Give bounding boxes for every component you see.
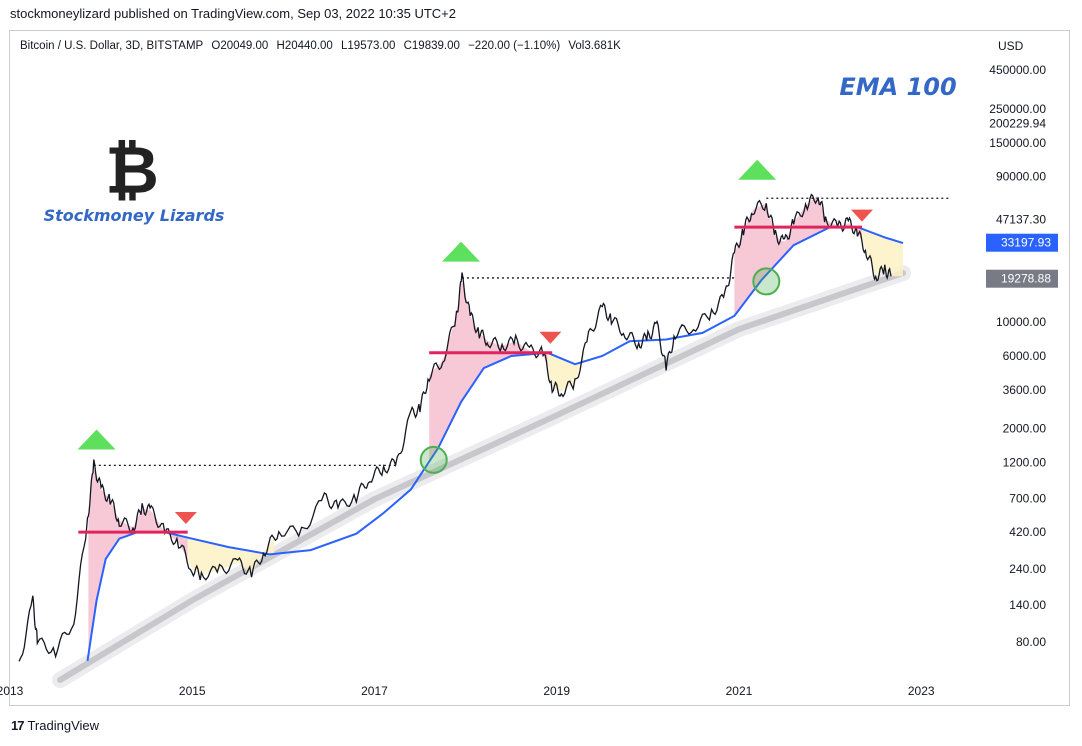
x-tick-label-0: 2013: [0, 684, 24, 698]
symbol-legend: Bitcoin / U.S. Dollar, 3D, BITSTAMP O200…: [20, 40, 626, 52]
price-tag-bg-0: [986, 233, 1058, 252]
legend-open: O20049.00: [211, 40, 269, 52]
footer-brand-text: TradingView: [27, 718, 100, 733]
ema-touch-circle-13: [752, 267, 781, 296]
y-tick-label-7: 6000.00: [1003, 349, 1047, 363]
y-tick-label-15: 80.00: [1016, 635, 1046, 649]
chart-frame: [9, 30, 1070, 706]
y-tick-label-0: 450000.00: [989, 63, 1046, 77]
btc-price-line: [18, 193, 892, 662]
x-tick-label-5: 2023: [908, 684, 935, 698]
legend-change: −220.00 (−1.10%): [468, 40, 561, 52]
y-tick-label-12: 420.00: [1009, 525, 1046, 539]
peak-up-arrow-icon-6: [77, 429, 116, 450]
footer-branding: 17 TradingView: [11, 718, 99, 733]
legend-low: L19573.00: [341, 40, 396, 52]
y-tick-label-14: 140.00: [1009, 598, 1046, 612]
tradingview-logo-icon: 17: [11, 718, 25, 733]
top-zone-fill-0: [88, 469, 188, 655]
ema-touch-circle-12: [419, 445, 448, 474]
bottom-zone-fill-3: [547, 352, 585, 392]
publisher-line: stockmoneylizard published on TradingVie…: [10, 6, 456, 21]
y-tick-label-10: 1200.00: [1003, 456, 1047, 470]
breakdown-down-arrow-icon-10: [539, 331, 562, 344]
legend-high: H20440.00: [276, 40, 333, 52]
y-tick-label-2: 200229.94: [989, 117, 1046, 131]
support-band-line: [57, 270, 906, 683]
top-zone-fill-2: [429, 279, 548, 462]
y-tick-label-1: 250000.00: [989, 102, 1046, 116]
breakdown-down-arrow-icon-11: [850, 209, 873, 222]
y-tick-label-9: 2000.00: [1003, 422, 1047, 436]
brand-label: Stockmoney Lizards: [44, 206, 225, 225]
price-tag-label-1: 19278.88: [1001, 272, 1051, 286]
price-tag-label-0: 33197.93: [1001, 236, 1051, 250]
x-tick-label-3: 2019: [543, 684, 570, 698]
peak-up-arrow-icon-8: [738, 159, 777, 180]
bottom-zone-fill-1: [187, 537, 275, 575]
x-tick-label-4: 2021: [726, 684, 753, 698]
legend-close: C19839.00: [403, 40, 460, 52]
y-tick-label-5: 47137.30: [996, 213, 1046, 227]
y-tick-label-3: 150000.00: [989, 136, 1046, 150]
x-tick-label-1: 2015: [179, 684, 206, 698]
price-tag-bg-1: [986, 269, 1058, 288]
y-tick-label-6: 10000.00: [996, 315, 1046, 329]
y-tick-label-4: 90000.00: [996, 170, 1046, 184]
y-tick-label-13: 240.00: [1009, 562, 1046, 576]
breakdown-down-arrow-icon-9: [174, 511, 197, 524]
x-tick-label-2: 2017: [361, 684, 388, 698]
y-tick-label-8: 3600.00: [1003, 383, 1047, 397]
support-band-glow: [52, 265, 911, 688]
chart-title: EMA 100: [839, 73, 956, 101]
legend-symbol: Bitcoin / U.S. Dollar, 3D, BITSTAMP: [20, 40, 204, 52]
peak-up-arrow-icon-7: [442, 241, 481, 262]
y-tick-label-11: 700.00: [1009, 491, 1046, 505]
y-axis-currency: USD: [998, 39, 1024, 53]
bitcoin-logo-icon: ₿: [105, 132, 159, 209]
legend-volume: Vol3.681K: [568, 40, 621, 52]
